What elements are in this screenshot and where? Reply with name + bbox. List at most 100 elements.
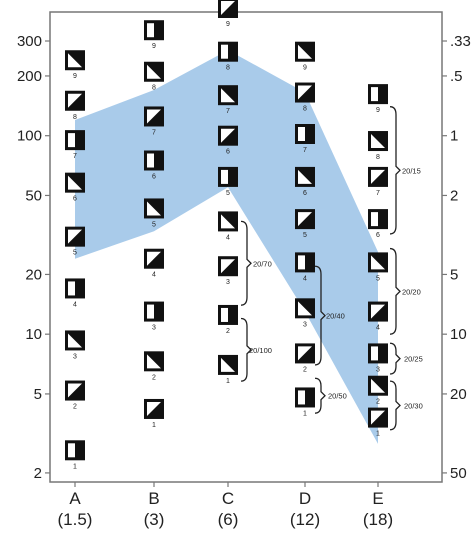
contrast-patch: 6 xyxy=(218,125,238,156)
patch-light xyxy=(298,169,312,184)
category-label: C xyxy=(222,489,234,508)
contrast-patch: 1 xyxy=(368,407,388,438)
patch-number: 1 xyxy=(73,463,77,470)
contrast-patch: 4 xyxy=(295,252,315,282)
acuity-label: 20/15 xyxy=(402,166,421,175)
contrast-patch: 6 xyxy=(295,166,315,197)
plot-frame xyxy=(49,11,443,483)
patch-light xyxy=(371,255,385,270)
contrast-patch: 6 xyxy=(368,209,388,239)
right-tick-label: 2 xyxy=(450,187,458,204)
patch-number: 3 xyxy=(303,321,307,328)
patch-number: 5 xyxy=(303,232,307,239)
patch-light xyxy=(371,134,385,149)
patch-light xyxy=(147,401,161,416)
patch-light xyxy=(371,410,385,425)
left-tick-label: 100 xyxy=(17,128,42,145)
patch-number: 5 xyxy=(226,190,230,197)
patch-number: 2 xyxy=(376,399,380,406)
patch-light xyxy=(298,44,312,59)
contrast-patch: 2 xyxy=(144,351,164,381)
contrast-patch: 9 xyxy=(65,50,85,80)
patch-number: 1 xyxy=(376,431,380,438)
acuity-bracket xyxy=(240,220,252,306)
contrast-patch: 8 xyxy=(295,82,315,113)
contrast-patch: 9 xyxy=(295,41,315,72)
patch-number: 6 xyxy=(152,174,156,181)
contrast-patch: 1 xyxy=(65,440,85,470)
category-label: D xyxy=(299,489,311,508)
patch-light xyxy=(298,85,312,100)
patch-light xyxy=(68,229,82,244)
patch-number: 9 xyxy=(73,73,77,80)
contrast-patch: 4 xyxy=(368,301,388,332)
acuity-label: 20/100 xyxy=(249,346,272,355)
patch-number: 1 xyxy=(152,422,156,429)
patch-number: 2 xyxy=(152,374,156,381)
acuity-label: 20/50 xyxy=(328,392,347,401)
patch-number: 9 xyxy=(303,65,307,72)
patch-light xyxy=(371,304,385,319)
patch-number: 3 xyxy=(226,279,230,286)
contrast-patch: 5 xyxy=(295,209,315,239)
patch-light xyxy=(68,443,75,458)
contrast-patch: 8 xyxy=(65,90,85,121)
contrast-patch: 2 xyxy=(295,343,315,373)
patch-light xyxy=(298,346,312,361)
patch-number: 7 xyxy=(226,108,230,115)
patch-light xyxy=(221,128,235,143)
contrast-patch: 2 xyxy=(368,375,388,406)
acuity-bracket xyxy=(389,106,401,235)
contrast-patch: 7 xyxy=(65,130,85,160)
acuity-bracket xyxy=(314,265,326,366)
contrast-patch: 7 xyxy=(368,166,388,197)
contrast-patch: 7 xyxy=(295,123,315,154)
contrast-patch: 4 xyxy=(144,248,164,279)
acuity-label: 20/30 xyxy=(404,401,423,410)
patch-number: 8 xyxy=(303,106,307,113)
acuity-bracket xyxy=(389,247,401,335)
patch-light xyxy=(221,169,228,184)
left-tick-label: 300 xyxy=(17,33,42,50)
contrast-patch: 5 xyxy=(368,252,388,282)
patch-number: 3 xyxy=(376,366,380,373)
normal-range-band xyxy=(75,50,378,444)
left-tick-label: 50 xyxy=(25,187,42,204)
category-label: A xyxy=(69,489,81,508)
patch-light xyxy=(371,212,378,227)
patch-number: 1 xyxy=(303,410,307,417)
category-sublabel: (6) xyxy=(218,510,239,529)
contrast-patch: 2 xyxy=(65,380,85,411)
left-tick-label: 200 xyxy=(17,68,42,85)
patch-number: 8 xyxy=(73,114,77,121)
contrast-patch: 5 xyxy=(218,166,238,197)
patch-light xyxy=(68,93,82,108)
patch-light xyxy=(221,259,235,274)
patch-light xyxy=(221,307,228,322)
acuity-label: 20/20 xyxy=(402,287,421,296)
left-tick-label: 5 xyxy=(34,386,42,403)
patch-light xyxy=(298,390,305,405)
contrast-patch: 1 xyxy=(144,398,164,429)
right-tick-label: .5 xyxy=(450,68,463,85)
category-label: E xyxy=(372,489,383,508)
left-tick-label: 10 xyxy=(25,326,42,343)
patch-number: 9 xyxy=(152,43,156,50)
patch-number: 4 xyxy=(376,325,380,332)
patch-light xyxy=(68,175,82,190)
patch-number: 6 xyxy=(73,196,77,203)
patch-number: 5 xyxy=(73,250,77,257)
patch-number: 3 xyxy=(152,325,156,332)
patch-number: 5 xyxy=(376,275,380,282)
patch-number: 4 xyxy=(303,275,307,282)
patch-light xyxy=(147,64,161,79)
patch-light xyxy=(371,378,385,393)
category-sublabel: (18) xyxy=(363,510,393,529)
patch-light xyxy=(68,383,82,398)
left-tick-label: 2 xyxy=(34,465,42,482)
patch-number: 5 xyxy=(152,221,156,228)
contrast-patch: 3 xyxy=(65,330,85,360)
contrast-patch: 4 xyxy=(65,278,85,308)
contrast-patch: 9 xyxy=(144,20,164,50)
contrast-patch: 8 xyxy=(144,61,164,92)
